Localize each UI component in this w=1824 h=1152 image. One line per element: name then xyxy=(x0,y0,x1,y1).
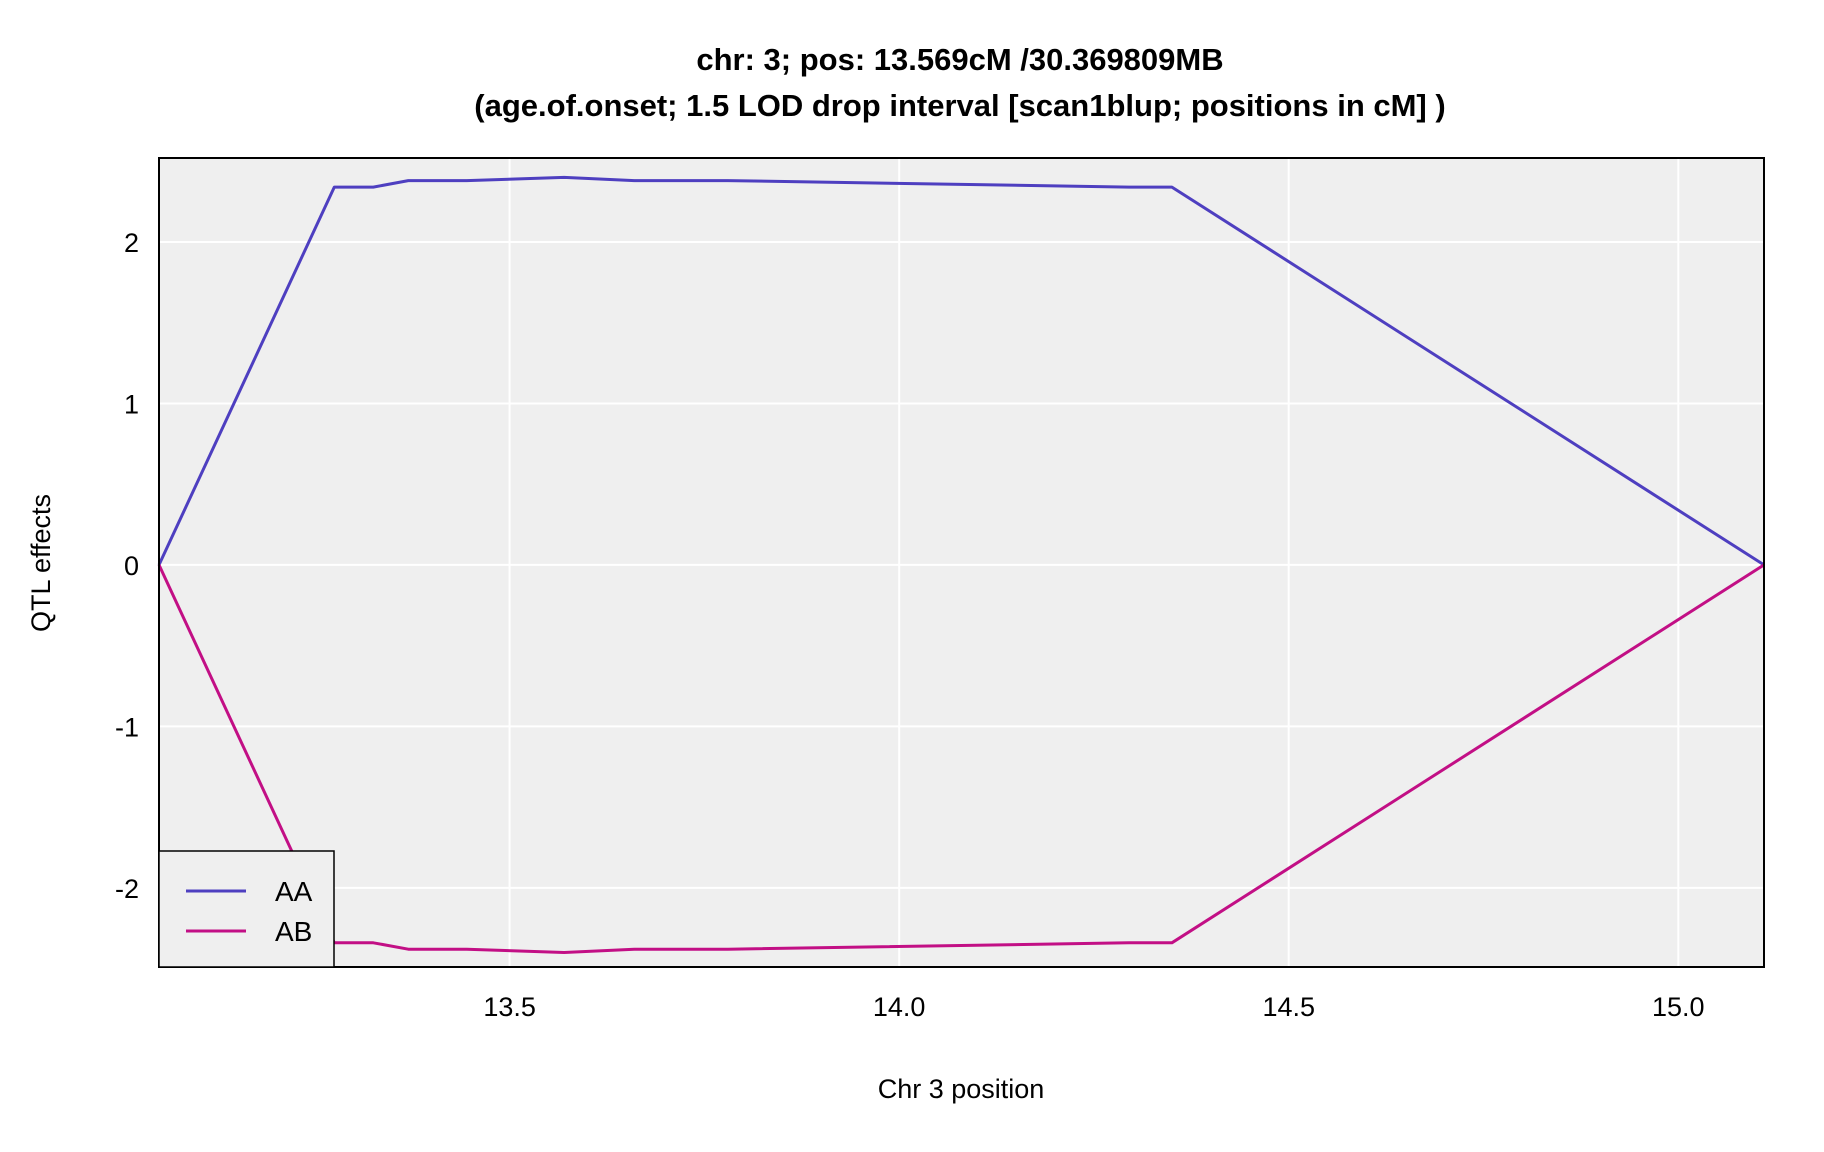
y-tick-label-1: -1 xyxy=(115,712,139,742)
series-line-ab xyxy=(157,563,1765,954)
y-axis-ticks: -2 -1 0 1 2 xyxy=(115,228,139,904)
chart-title: chr: 3; pos: 13.569cM /30.369809MB xyxy=(696,42,1223,77)
x-tick-label-3: 15.0 xyxy=(1652,992,1705,1022)
series-lines xyxy=(157,175,1765,954)
legend: AA AB xyxy=(158,850,335,968)
legend-label-aa: AA xyxy=(275,876,313,907)
y-tick-label-4: 2 xyxy=(124,228,139,258)
y-tick-label-2: 0 xyxy=(124,551,139,581)
series-line-aa xyxy=(157,175,1765,567)
y-tick-label-0: -2 xyxy=(115,874,139,904)
plot-frame xyxy=(158,157,1765,968)
chart-subtitle: (age.of.onset; 1.5 LOD drop interval [sc… xyxy=(474,88,1445,123)
x-tick-label-1: 14.0 xyxy=(873,992,926,1022)
plot-background xyxy=(159,158,1764,967)
legend-label-ab: AB xyxy=(275,916,312,947)
x-tick-label-2: 14.5 xyxy=(1262,992,1315,1022)
x-axis-ticks: 13.5 14.0 14.5 15.0 xyxy=(483,992,1704,1022)
x-axis-label: Chr 3 position xyxy=(878,1074,1045,1104)
grid-lines xyxy=(159,158,1764,967)
y-axis-label: QTL effects xyxy=(26,494,56,632)
legend-box xyxy=(158,850,335,968)
y-tick-label-3: 1 xyxy=(124,389,139,419)
x-tick-label-0: 13.5 xyxy=(483,992,536,1022)
